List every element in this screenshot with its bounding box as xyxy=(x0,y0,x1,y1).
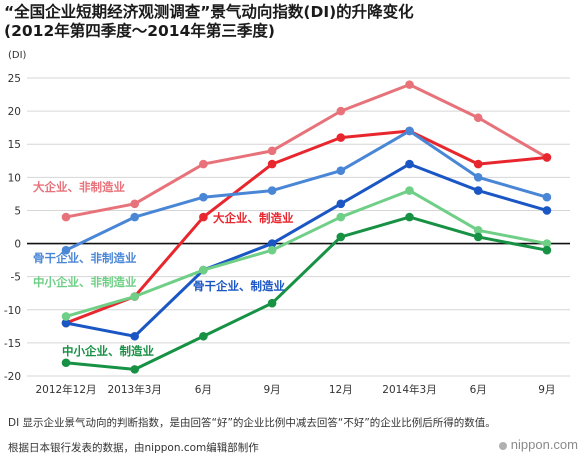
series-line xyxy=(64,189,549,318)
y-tick-label: 15 xyxy=(8,139,21,151)
data-point xyxy=(336,166,346,176)
y-tick-label: -10 xyxy=(4,305,21,317)
data-point xyxy=(199,159,208,169)
y-tick-label: 10 xyxy=(8,172,21,184)
brand-logo: nippon.com xyxy=(498,437,578,452)
data-point xyxy=(199,331,208,341)
x-tick-label: 12月 xyxy=(329,384,353,396)
series-label: 骨干企业、制造业 xyxy=(193,279,285,293)
data-point xyxy=(130,365,139,374)
data-point xyxy=(336,133,346,142)
data-point xyxy=(473,232,483,242)
series-label: 大企业、制造业 xyxy=(213,211,294,225)
data-point xyxy=(336,232,346,242)
data-point xyxy=(336,106,346,116)
data-point xyxy=(61,358,71,368)
data-point xyxy=(473,173,483,182)
y-tick-label: 25 xyxy=(8,73,21,85)
x-tick-label: 2014年3月 xyxy=(382,383,436,396)
series-line xyxy=(64,83,549,219)
series-label: 大企业、非制造业 xyxy=(33,180,125,194)
data-point xyxy=(130,212,139,222)
y-tick-label: 20 xyxy=(8,106,21,118)
x-tick-label: 2013年3月 xyxy=(107,383,161,396)
data-point xyxy=(336,199,346,209)
data-point xyxy=(199,192,208,202)
series-label: 中小企业、制造业 xyxy=(62,344,154,358)
y-tick-label: -5 xyxy=(11,272,21,284)
data-point xyxy=(130,331,139,341)
series-label: 骨干企业、非制造业 xyxy=(33,251,137,265)
x-tick-label: 9月 xyxy=(264,384,281,396)
y-tick-label: -15 xyxy=(4,338,21,350)
data-point xyxy=(267,186,277,195)
x-tick-label: 2012年12月 xyxy=(35,383,96,396)
data-point xyxy=(267,298,277,308)
data-point xyxy=(267,146,277,156)
data-point xyxy=(199,265,208,275)
data-point xyxy=(405,159,414,169)
x-tick-label: 6月 xyxy=(470,384,487,396)
data-point xyxy=(61,245,71,255)
data-point xyxy=(405,126,414,136)
data-point xyxy=(267,239,277,248)
data-point xyxy=(61,212,71,222)
data-point xyxy=(542,206,552,215)
data-point xyxy=(61,318,71,328)
series-line xyxy=(64,162,549,338)
brand-dot-icon xyxy=(498,441,507,450)
source-note: 根据日本银行发表的数据，由nippon.com编辑部制作 xyxy=(8,442,259,454)
data-point xyxy=(405,80,414,89)
data-point xyxy=(267,245,277,255)
data-point xyxy=(336,212,346,222)
data-point xyxy=(130,292,139,301)
data-point xyxy=(130,199,139,209)
data-point xyxy=(542,245,552,255)
series-line xyxy=(64,129,549,252)
chart-subtitle: (2012年第四季度～2014年第三季度) xyxy=(4,22,275,40)
data-point xyxy=(61,312,71,321)
series-line xyxy=(64,129,549,325)
x-tick-label: 6月 xyxy=(195,384,212,396)
data-point xyxy=(473,159,483,169)
data-point xyxy=(405,212,414,222)
series-label: 中小企业、非制造业 xyxy=(33,275,137,289)
data-point xyxy=(542,153,552,162)
data-point xyxy=(267,159,277,169)
data-point xyxy=(199,212,208,222)
x-tick-label: 9月 xyxy=(538,384,555,396)
y-axis-label: (DI) xyxy=(8,50,27,61)
data-point xyxy=(473,113,483,123)
y-tick-label: 0 xyxy=(14,239,21,251)
chart-title: “全国企业短期经济观测调查”景气动向指数(DI)的升降变化 xyxy=(4,3,414,21)
data-point xyxy=(473,186,483,195)
line-chart: (DI) -20 -15 -10 -5 0 5 10 15 20 25 2012年12月 2013年3月… xyxy=(4,50,570,396)
data-point xyxy=(473,226,483,235)
data-point xyxy=(542,239,552,248)
brand-name: nippon.com xyxy=(510,437,578,452)
series-line xyxy=(64,215,549,371)
y-tick-label: 5 xyxy=(14,205,21,217)
data-point xyxy=(542,192,552,202)
footnote: DI 显示企业景气动向的判断指数，是由回答“好”的企业比例中减去回答“不好”的企… xyxy=(8,417,496,429)
y-tick-label: -20 xyxy=(4,371,21,383)
data-point xyxy=(405,186,414,195)
